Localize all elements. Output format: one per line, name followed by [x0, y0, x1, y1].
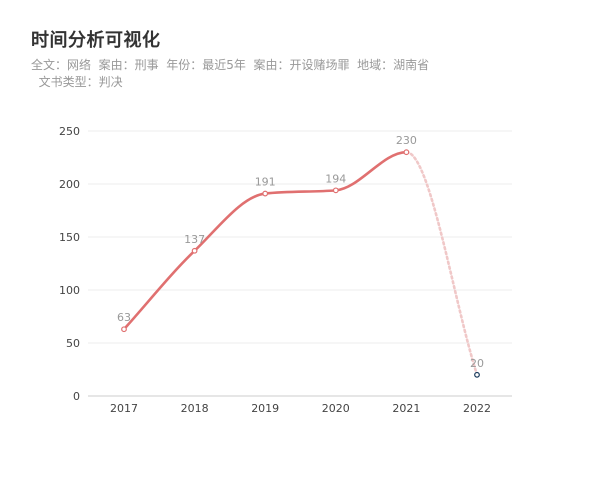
series-line-dotted [405, 150, 479, 377]
y-tick-label: 200 [59, 178, 80, 191]
data-label: 20 [470, 357, 484, 370]
data-label: 63 [117, 311, 131, 324]
data-point [121, 326, 127, 333]
x-tick-label: 2022 [463, 402, 491, 415]
series-line [122, 150, 479, 377]
y-tick-label: 0 [73, 390, 80, 403]
y-axis-ticks: 0 50 100 150 200 250 [59, 125, 80, 403]
x-tick-label: 2021 [392, 402, 420, 415]
y-tick-label: 150 [59, 231, 80, 244]
data-point [332, 187, 339, 194]
x-tick-label: 2017 [110, 402, 138, 415]
data-point [403, 149, 410, 156]
data-labels: 63 137 191 194 230 20 [117, 134, 484, 370]
x-tick-label: 2018 [181, 402, 209, 415]
data-label: 191 [255, 176, 276, 189]
y-tick-label: 50 [66, 337, 80, 350]
data-label: 137 [184, 233, 205, 246]
page-title: 时间分析可视化 [31, 30, 161, 51]
data-points [121, 149, 480, 378]
data-point [474, 371, 480, 378]
x-axis-ticks: 2017 2018 2019 2020 2021 2022 [110, 402, 491, 415]
data-label: 230 [396, 134, 417, 147]
data-point [191, 247, 198, 254]
data-point [262, 190, 269, 197]
filter-summary: 全文：网络 案由：刑事 年份：最近5年 案由：开设赌场罪 地域：湖南省 文书类型… [31, 58, 430, 89]
x-tick-label: 2019 [251, 402, 279, 415]
x-tick-label: 2020 [322, 402, 350, 415]
data-label: 194 [325, 172, 346, 185]
y-tick-label: 250 [59, 125, 80, 138]
y-tick-label: 100 [59, 284, 80, 297]
